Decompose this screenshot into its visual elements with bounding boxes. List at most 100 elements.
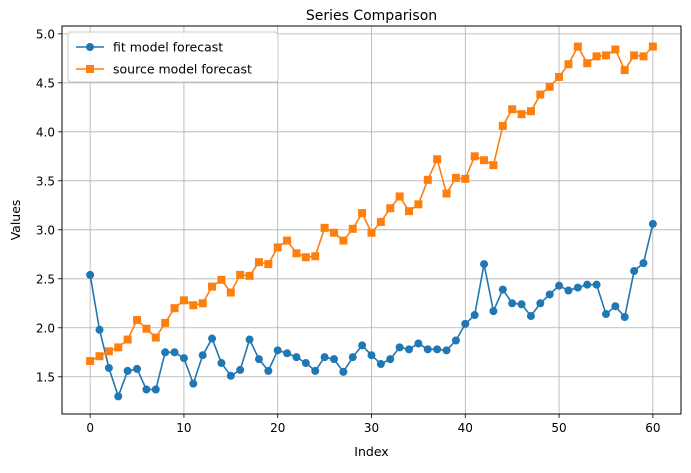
data-point: [555, 72, 564, 81]
data-point: [423, 175, 432, 184]
data-point: [442, 189, 451, 198]
legend-entry-source-model: source model forecast: [76, 62, 252, 77]
x-tick-label: 10: [176, 421, 191, 435]
data-point: [648, 219, 657, 228]
data-point: [208, 334, 217, 343]
data-point: [498, 285, 507, 294]
y-tick-label: 1.5: [36, 370, 55, 384]
data-point: [339, 367, 348, 376]
legend-box: [67, 31, 279, 83]
data-point: [114, 343, 123, 352]
data-point: [198, 351, 207, 360]
data-point: [179, 296, 188, 305]
data-point: [208, 282, 217, 291]
data-point: [489, 307, 498, 316]
data-point: [601, 310, 610, 319]
data-point: [536, 299, 545, 308]
data-point: [630, 266, 639, 275]
data-point: [451, 173, 460, 182]
data-point: [301, 359, 310, 368]
y-tick-label: 2.5: [36, 272, 55, 286]
data-point: [508, 299, 517, 308]
data-point: [104, 363, 113, 372]
series-source-model: [86, 42, 657, 366]
x-tick-label: 20: [270, 421, 285, 435]
data-point: [648, 42, 657, 51]
data-point: [564, 286, 573, 295]
data-point: [236, 270, 245, 279]
data-point: [283, 236, 292, 245]
data-point: [339, 236, 348, 245]
data-point: [405, 345, 414, 354]
data-point: [423, 345, 432, 354]
x-tick-label: 50: [551, 421, 566, 435]
data-point: [536, 90, 545, 99]
data-point: [395, 343, 404, 352]
data-point: [583, 59, 592, 68]
y-tick-label: 3.5: [36, 174, 55, 188]
data-point: [592, 52, 601, 61]
y-tick-label: 4.0: [36, 125, 55, 139]
data-point: [217, 359, 226, 368]
data-point: [583, 280, 592, 289]
axis-ticks: 0 10 20 30 40 50 60 1.5 2.0 2.5 3.0 3.5 4.0 4.5 5.0: [36, 27, 661, 435]
data-point: [461, 319, 470, 328]
data-point: [245, 335, 254, 344]
data-point: [376, 360, 385, 369]
data-point: [611, 45, 620, 54]
data-point: [517, 110, 526, 119]
x-tick-label: 0: [86, 421, 94, 435]
data-point: [264, 366, 273, 375]
legend: fit model forecast source model forecast: [67, 31, 279, 83]
y-tick-label: 4.5: [36, 76, 55, 90]
y-tick-label: 3.0: [36, 223, 55, 237]
data-point: [573, 283, 582, 292]
data-point: [104, 347, 113, 356]
data-point: [367, 228, 376, 237]
data-point: [86, 270, 95, 279]
legend-marker-square: [86, 65, 94, 73]
chart-title: Series Comparison: [306, 8, 437, 24]
data-point: [264, 260, 273, 269]
data-point: [133, 364, 142, 373]
data-point: [170, 348, 179, 357]
data-point: [489, 161, 498, 170]
data-point: [367, 351, 376, 360]
data-point: [611, 302, 620, 311]
data-point: [601, 51, 610, 60]
data-point: [592, 280, 601, 289]
data-point: [358, 341, 367, 350]
data-point: [573, 42, 582, 51]
data-point: [254, 258, 263, 267]
x-tick-label: 60: [645, 421, 660, 435]
data-point: [442, 346, 451, 355]
data-point: [526, 312, 535, 321]
data-point: [123, 335, 132, 344]
data-point: [395, 192, 404, 201]
data-point: [161, 348, 170, 357]
data-point: [461, 174, 470, 183]
data-point: [348, 353, 357, 362]
legend-entry-fit-model: fit model forecast: [76, 40, 223, 55]
data-point: [498, 121, 507, 130]
data-point: [292, 353, 301, 362]
series-fit-model: [86, 219, 657, 401]
data-point: [386, 204, 395, 213]
x-tick-label: 40: [458, 421, 473, 435]
data-point: [95, 352, 104, 361]
data-point: [414, 200, 423, 209]
data-point: [480, 260, 489, 269]
legend-label-fit-model: fit model forecast: [113, 40, 223, 55]
data-point: [545, 290, 554, 299]
data-point: [555, 281, 564, 290]
data-point: [405, 207, 414, 216]
data-point: [292, 249, 301, 258]
data-point: [226, 371, 235, 380]
data-point: [386, 355, 395, 364]
data-point: [470, 311, 479, 320]
data-point: [273, 346, 282, 355]
data-point: [114, 392, 123, 401]
data-point: [620, 66, 629, 75]
